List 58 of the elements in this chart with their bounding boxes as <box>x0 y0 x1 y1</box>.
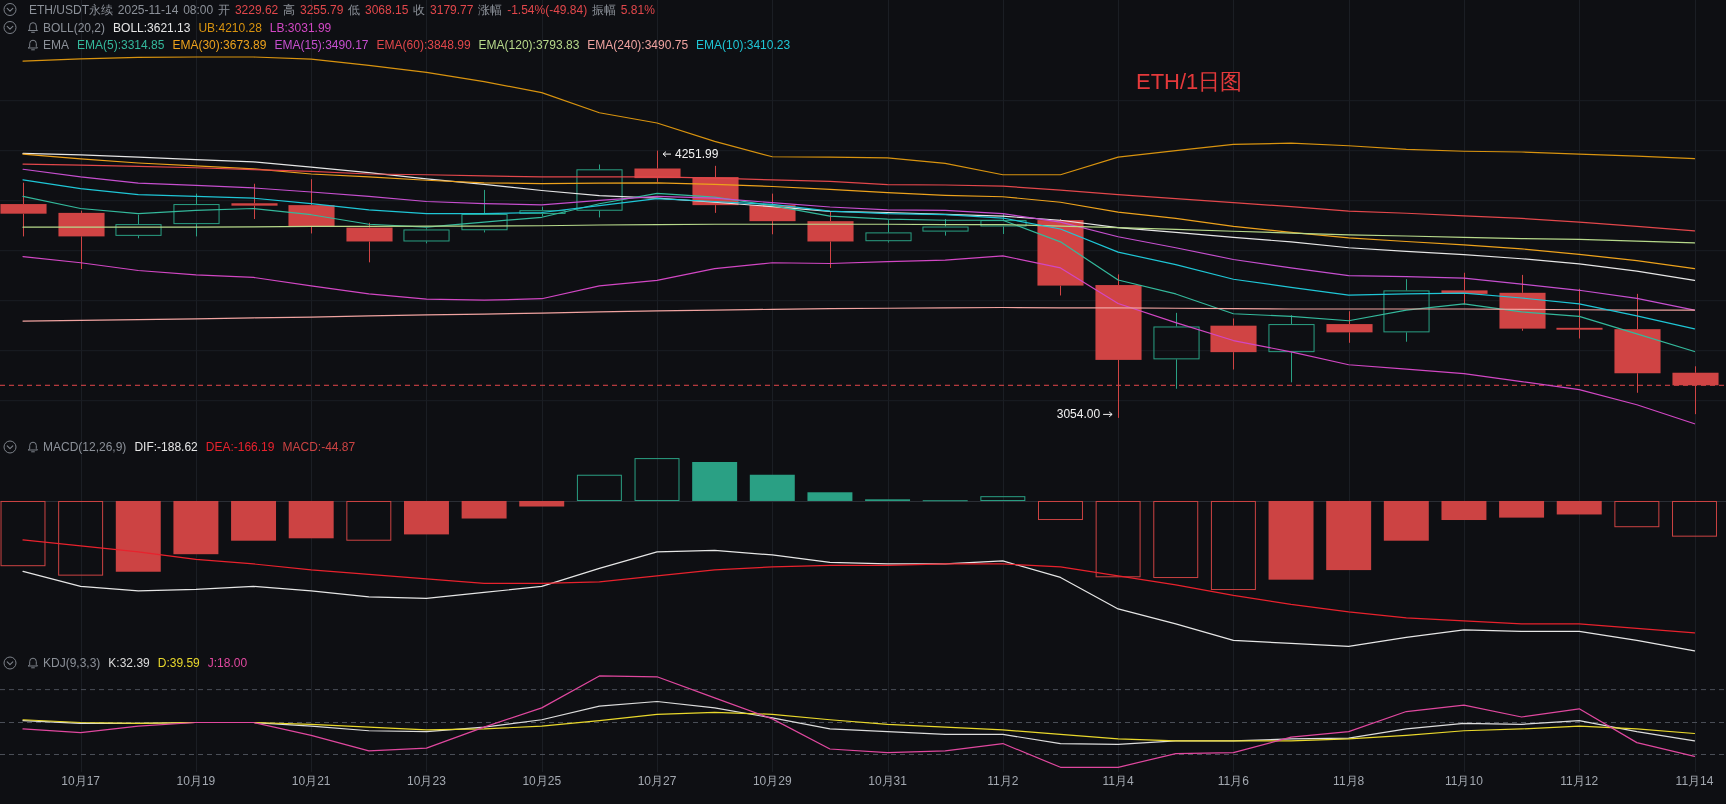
bar <box>0 500 46 567</box>
x-tick-label: 11月12 <box>1560 773 1599 788</box>
x-tick-label: 10月29 <box>752 773 792 788</box>
bar <box>1326 500 1372 571</box>
bar <box>634 458 680 501</box>
text: J:18.00 <box>207 656 248 670</box>
x-tick-label: 11月10 <box>1445 773 1484 788</box>
text: MACD:-44.87 <box>282 440 356 454</box>
text: KDJ(9,3,3) <box>43 656 101 670</box>
x-tick-label: 11月2 <box>987 773 1019 788</box>
bar <box>115 500 161 572</box>
bar <box>980 496 1026 501</box>
text: MACD(12,26,9) <box>43 440 127 454</box>
x-tick-label: 10月25 <box>522 773 562 788</box>
bar <box>692 462 738 501</box>
bar <box>1153 500 1199 579</box>
bar <box>173 500 219 555</box>
bar <box>1614 500 1660 528</box>
text: K:32.39 <box>108 656 151 670</box>
candlestick <box>1383 278 1430 343</box>
bar <box>1556 500 1602 515</box>
bar <box>288 500 334 539</box>
bar <box>807 492 853 501</box>
x-tick-label: 10月21 <box>291 773 331 788</box>
text: DEA:-166.19 <box>205 440 275 454</box>
candlestick <box>1672 365 1719 415</box>
x-tick-label: 10月17 <box>61 773 101 788</box>
bar <box>1210 500 1256 591</box>
text: DIF:-188.62 <box>134 440 199 454</box>
x-tick-label: 10月19 <box>176 773 216 788</box>
candlestick <box>1326 310 1373 344</box>
x-tick-label: 10月31 <box>868 773 908 788</box>
bar <box>1268 500 1314 580</box>
bar <box>1383 500 1429 541</box>
x-tick-label: 10月23 <box>407 773 447 788</box>
candlestick <box>1556 288 1603 340</box>
bar <box>403 500 449 535</box>
x-tick-label: 11月4 <box>1102 773 1135 788</box>
bar <box>461 500 507 519</box>
candlestick <box>1499 274 1546 332</box>
bar <box>346 500 392 541</box>
bar <box>1095 500 1141 578</box>
bar <box>1441 500 1487 521</box>
bar <box>58 500 104 576</box>
bar <box>576 474 622 501</box>
candlestick <box>1268 314 1315 383</box>
bar <box>231 500 277 541</box>
text: D:39.59 <box>157 656 201 670</box>
bar <box>519 500 565 507</box>
x-tick-label: 11月14 <box>1675 773 1714 788</box>
bar <box>1038 500 1083 521</box>
x-tick-label: 10月27 <box>637 773 677 788</box>
candlestick <box>1614 293 1661 394</box>
bar <box>749 474 795 501</box>
bar <box>1499 500 1545 518</box>
x-tick-label: 11月6 <box>1217 773 1250 788</box>
x-tick-label: 11月8 <box>1333 773 1365 788</box>
bar <box>1672 500 1717 537</box>
